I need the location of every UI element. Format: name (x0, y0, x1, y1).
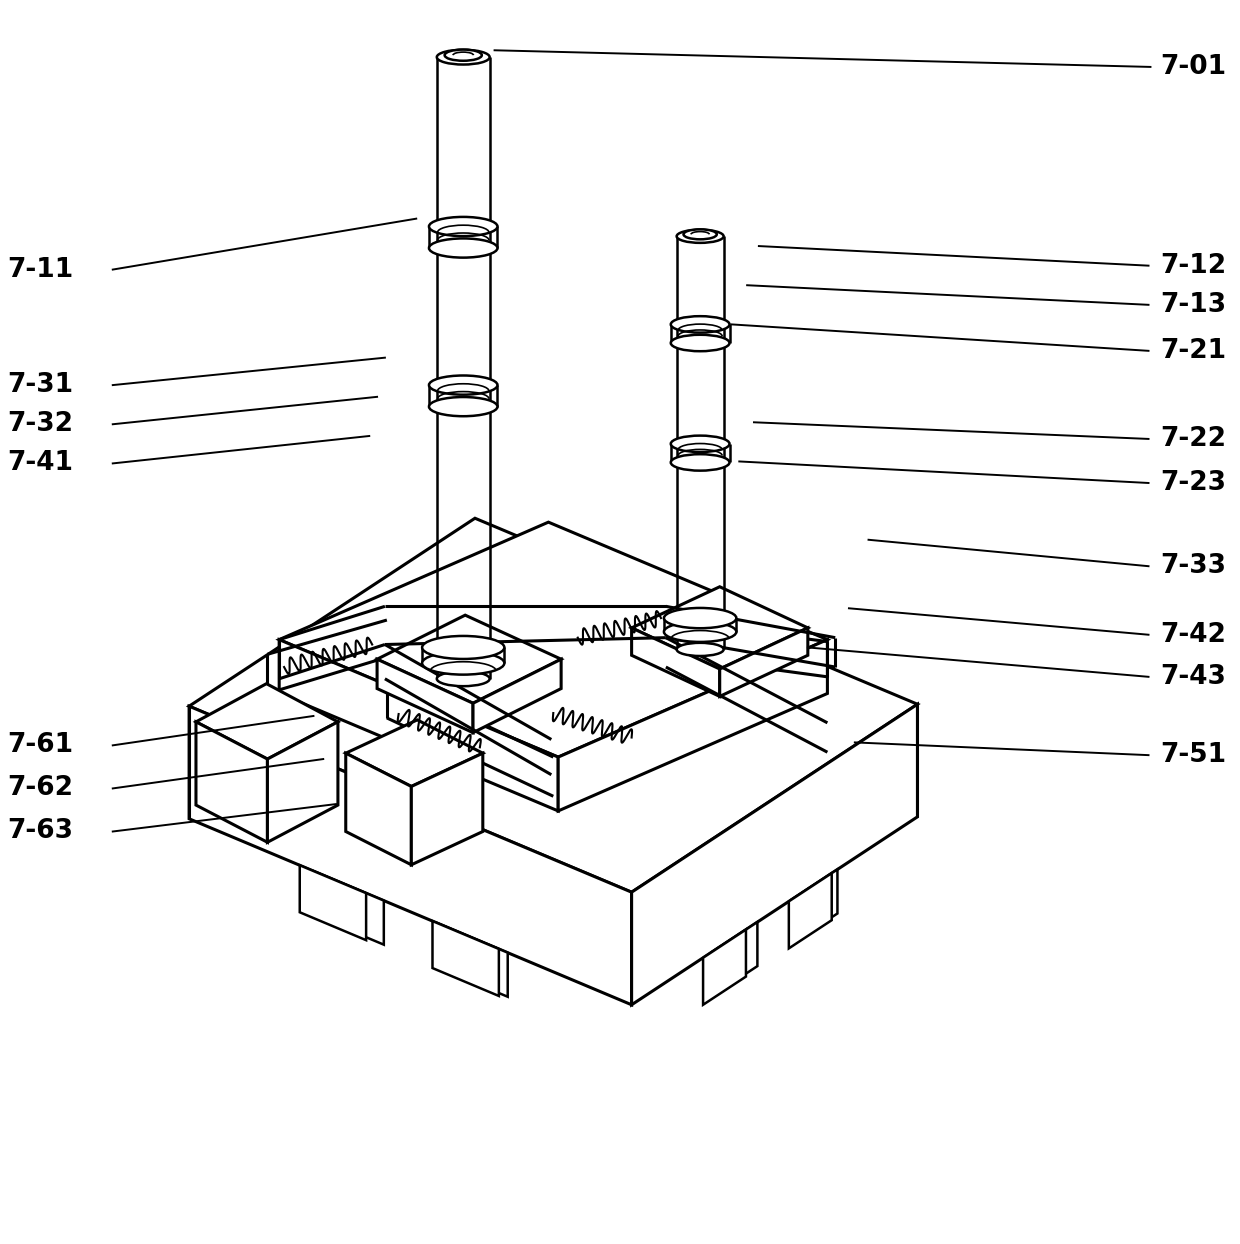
Polygon shape (789, 873, 832, 948)
Text: 7-41: 7-41 (7, 450, 73, 476)
Ellipse shape (677, 643, 724, 656)
Text: 7-33: 7-33 (1161, 554, 1226, 580)
Polygon shape (719, 628, 807, 697)
Polygon shape (472, 659, 562, 733)
Polygon shape (279, 522, 827, 758)
Ellipse shape (422, 652, 505, 674)
Polygon shape (436, 923, 507, 996)
Polygon shape (312, 871, 384, 944)
Polygon shape (712, 922, 758, 996)
Text: 7-23: 7-23 (1161, 470, 1226, 496)
Polygon shape (631, 704, 918, 1005)
Text: 7-62: 7-62 (7, 775, 73, 801)
Polygon shape (791, 870, 837, 943)
Text: 7-51: 7-51 (1161, 743, 1226, 768)
Ellipse shape (677, 230, 724, 243)
Text: 7-01: 7-01 (1161, 53, 1226, 80)
Polygon shape (268, 722, 339, 842)
Text: 7-63: 7-63 (7, 819, 73, 845)
Ellipse shape (422, 636, 505, 659)
Polygon shape (412, 753, 482, 865)
Polygon shape (631, 628, 719, 697)
Polygon shape (558, 639, 827, 811)
Polygon shape (196, 722, 268, 842)
Polygon shape (190, 519, 918, 892)
Text: 7-61: 7-61 (7, 733, 73, 759)
Text: 7-12: 7-12 (1161, 253, 1226, 279)
Text: 7-42: 7-42 (1161, 622, 1226, 648)
Text: 7-21: 7-21 (1161, 338, 1226, 363)
Ellipse shape (671, 335, 729, 351)
Ellipse shape (429, 397, 497, 417)
Ellipse shape (663, 608, 737, 628)
Ellipse shape (429, 239, 497, 258)
Text: 7-32: 7-32 (7, 412, 73, 437)
Ellipse shape (671, 435, 729, 452)
Ellipse shape (429, 376, 497, 394)
Polygon shape (377, 659, 472, 733)
Ellipse shape (436, 672, 490, 687)
Polygon shape (433, 921, 498, 996)
Polygon shape (703, 929, 746, 1005)
Polygon shape (279, 639, 558, 811)
Text: 7-43: 7-43 (1161, 664, 1226, 690)
Polygon shape (346, 753, 412, 865)
Polygon shape (631, 587, 807, 669)
Polygon shape (196, 684, 339, 759)
Text: 7-22: 7-22 (1161, 425, 1226, 452)
Polygon shape (346, 720, 482, 786)
Ellipse shape (429, 216, 497, 236)
Polygon shape (300, 866, 366, 940)
Ellipse shape (436, 50, 490, 65)
Ellipse shape (663, 622, 737, 642)
Ellipse shape (683, 229, 717, 239)
Text: 7-31: 7-31 (7, 372, 73, 398)
Polygon shape (377, 615, 562, 703)
Text: 7-13: 7-13 (1161, 292, 1226, 317)
Polygon shape (190, 707, 631, 1005)
Text: 7-11: 7-11 (7, 256, 73, 282)
Ellipse shape (671, 454, 729, 470)
Ellipse shape (671, 316, 729, 332)
Ellipse shape (445, 50, 482, 61)
